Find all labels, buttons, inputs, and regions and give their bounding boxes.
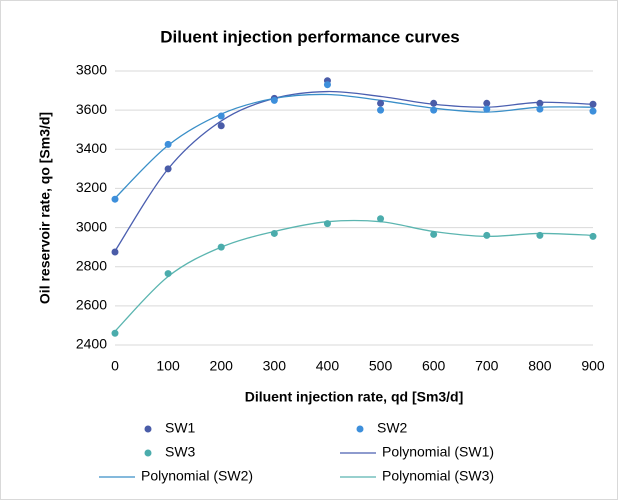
x-tick-label: 800 <box>528 358 552 374</box>
point <box>164 270 172 278</box>
legend-label: Polynomial (SW2) <box>141 468 253 484</box>
point <box>111 195 119 203</box>
trendline <box>114 219 594 332</box>
point <box>430 99 438 107</box>
legend-label: Polynomial (SW3) <box>382 468 494 484</box>
y-tick-label: 3600 <box>76 101 107 117</box>
point <box>483 105 491 113</box>
legend-label: SW3 <box>165 444 196 460</box>
y-tick-label: 3200 <box>76 179 107 195</box>
point <box>217 112 225 120</box>
y-tick-label: 2400 <box>76 336 107 352</box>
x-tick-label: 200 <box>210 358 234 374</box>
point <box>536 99 544 107</box>
y-tick-label: 2800 <box>76 257 107 273</box>
y-tick-label: 3800 <box>76 62 107 78</box>
legend-label: Polynomial (SW1) <box>382 444 494 460</box>
point <box>589 100 597 108</box>
x-tick-label: 600 <box>422 358 446 374</box>
legend-marker <box>356 425 364 433</box>
x-tick-label: 500 <box>369 358 393 374</box>
x-tick-label: 300 <box>263 358 287 374</box>
point <box>536 231 544 239</box>
y-tick-label: 3000 <box>76 218 107 234</box>
point <box>483 99 491 107</box>
point <box>536 105 544 113</box>
point <box>377 99 385 107</box>
point <box>217 122 225 130</box>
point <box>111 248 119 256</box>
x-axis-label: Diluent injection rate, qd [Sm3/d] <box>245 389 464 405</box>
point <box>111 329 119 337</box>
point <box>164 165 172 173</box>
legend-label: SW2 <box>377 420 408 436</box>
x-tick-label: 0 <box>111 358 119 374</box>
point <box>377 215 385 223</box>
point <box>483 231 491 239</box>
point <box>323 81 331 89</box>
point <box>430 106 438 114</box>
chart-title: Diluent injection performance curves <box>160 27 459 46</box>
legend-marker <box>144 449 152 457</box>
y-axis-label: Oil reservoir rate, qo [Sm3/d] <box>37 112 53 304</box>
x-tick-label: 100 <box>156 358 180 374</box>
point <box>323 220 331 228</box>
point <box>589 107 597 115</box>
x-tick-label: 700 <box>475 358 499 374</box>
point <box>270 96 278 104</box>
point <box>270 229 278 237</box>
x-tick-label: 400 <box>316 358 340 374</box>
y-tick-label: 2600 <box>76 297 107 313</box>
point <box>217 243 225 251</box>
x-tick-label: 900 <box>581 358 605 374</box>
point <box>377 106 385 114</box>
legend-marker <box>144 425 152 433</box>
trendline <box>114 93 594 199</box>
point <box>164 140 172 148</box>
y-tick-label: 3400 <box>76 140 107 156</box>
point <box>430 230 438 238</box>
trendline <box>114 90 594 252</box>
legend-label: SW1 <box>165 420 196 436</box>
point <box>589 232 597 240</box>
